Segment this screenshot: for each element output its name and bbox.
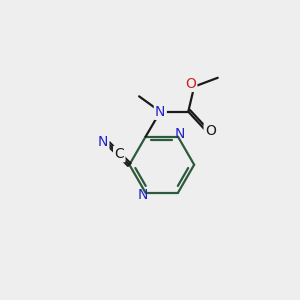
Text: N: N <box>174 127 184 141</box>
Text: N: N <box>98 135 108 149</box>
Text: O: O <box>205 124 216 138</box>
Text: N: N <box>138 188 148 202</box>
Text: C: C <box>114 147 124 161</box>
Text: N: N <box>155 105 166 118</box>
Text: O: O <box>185 77 196 91</box>
